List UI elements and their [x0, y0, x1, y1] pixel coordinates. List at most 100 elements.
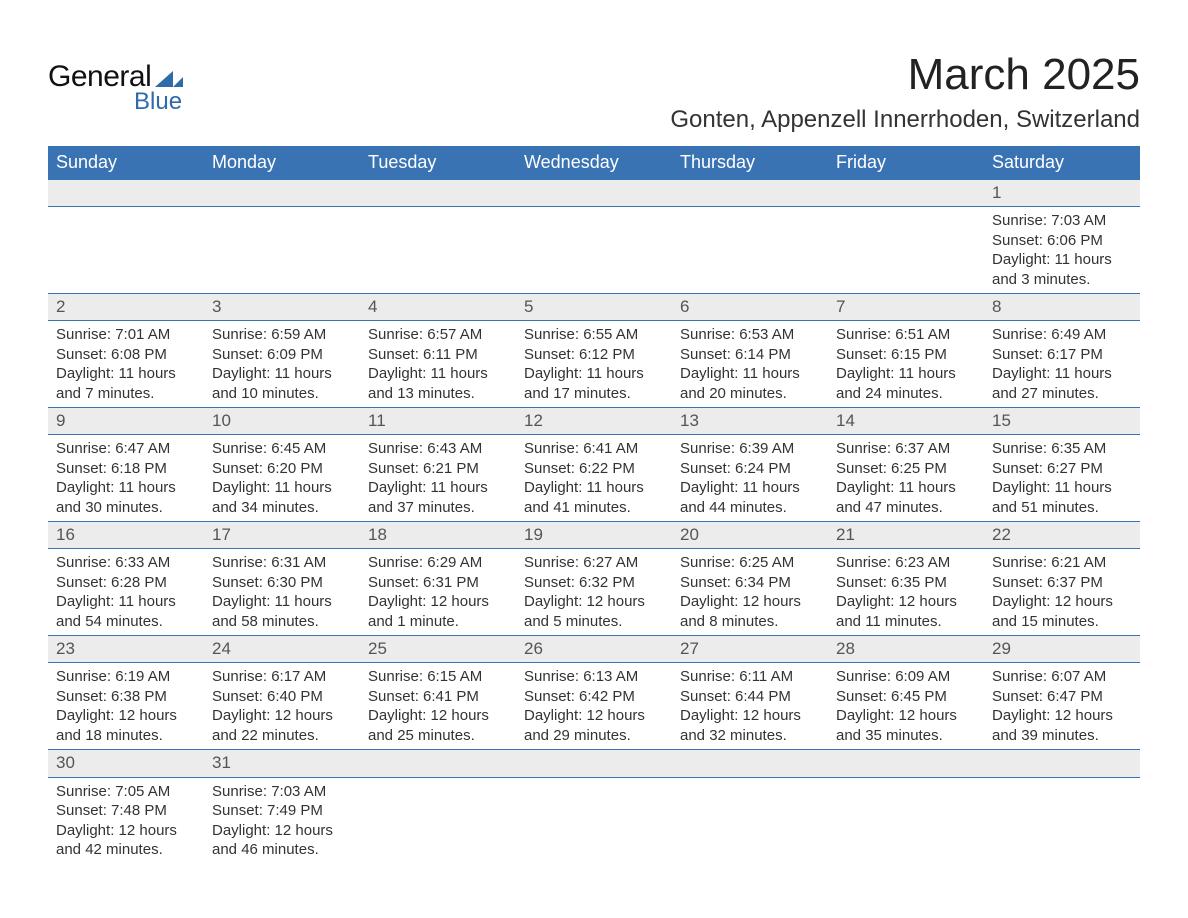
- day-number-row: 9101112131415: [48, 408, 1140, 435]
- day-number-cell: [360, 180, 516, 207]
- day-number-cell: 29: [984, 636, 1140, 663]
- d2-text: and 30 minutes.: [56, 498, 204, 518]
- sunrise-text: Sunrise: 6:19 AM: [56, 667, 204, 687]
- sunset-text: Sunset: 6:34 PM: [680, 573, 828, 593]
- day-content-cell: Sunrise: 7:03 AMSunset: 6:06 PMDaylight:…: [984, 207, 1140, 294]
- day-content-row: Sunrise: 7:03 AMSunset: 6:06 PMDaylight:…: [48, 207, 1140, 294]
- sunrise-text: Sunrise: 6:45 AM: [212, 439, 360, 459]
- d2-text: and 44 minutes.: [680, 498, 828, 518]
- d1-text: Daylight: 11 hours: [212, 364, 360, 384]
- d1-text: Daylight: 11 hours: [992, 250, 1140, 270]
- sunset-text: Sunset: 6:08 PM: [56, 345, 204, 365]
- weekday-header: Saturday: [984, 146, 1140, 180]
- sunset-text: Sunset: 6:22 PM: [524, 459, 672, 479]
- weekday-header: Sunday: [48, 146, 204, 180]
- d2-text: and 46 minutes.: [212, 840, 360, 860]
- sunset-text: Sunset: 6:31 PM: [368, 573, 516, 593]
- day-number-cell: 10: [204, 408, 360, 435]
- d2-text: and 39 minutes.: [992, 726, 1140, 746]
- day-content-cell: Sunrise: 6:23 AMSunset: 6:35 PMDaylight:…: [828, 549, 984, 636]
- d2-text: and 24 minutes.: [836, 384, 984, 404]
- sunset-text: Sunset: 6:41 PM: [368, 687, 516, 707]
- day-content-cell: [360, 207, 516, 294]
- day-number-cell: [828, 180, 984, 207]
- day-content-cell: Sunrise: 6:15 AMSunset: 6:41 PMDaylight:…: [360, 663, 516, 750]
- d1-text: Daylight: 12 hours: [680, 706, 828, 726]
- sunrise-text: Sunrise: 6:11 AM: [680, 667, 828, 687]
- d2-text: and 5 minutes.: [524, 612, 672, 632]
- weekday-header: Friday: [828, 146, 984, 180]
- day-number-cell: 27: [672, 636, 828, 663]
- weekday-header-row: Sunday Monday Tuesday Wednesday Thursday…: [48, 146, 1140, 180]
- day-number-cell: [360, 750, 516, 777]
- day-number-cell: 14: [828, 408, 984, 435]
- sunset-text: Sunset: 6:24 PM: [680, 459, 828, 479]
- day-number-cell: 22: [984, 522, 1140, 549]
- day-content-cell: Sunrise: 6:21 AMSunset: 6:37 PMDaylight:…: [984, 549, 1140, 636]
- location-subtitle: Gonten, Appenzell Innerrhoden, Switzerla…: [670, 106, 1140, 134]
- d2-text: and 17 minutes.: [524, 384, 672, 404]
- d2-text: and 54 minutes.: [56, 612, 204, 632]
- sunset-text: Sunset: 6:40 PM: [212, 687, 360, 707]
- sunrise-text: Sunrise: 6:59 AM: [212, 325, 360, 345]
- day-content-cell: Sunrise: 6:35 AMSunset: 6:27 PMDaylight:…: [984, 435, 1140, 522]
- sunset-text: Sunset: 6:47 PM: [992, 687, 1140, 707]
- day-content-cell: Sunrise: 6:13 AMSunset: 6:42 PMDaylight:…: [516, 663, 672, 750]
- sunset-text: Sunset: 6:09 PM: [212, 345, 360, 365]
- sunrise-text: Sunrise: 6:49 AM: [992, 325, 1140, 345]
- d2-text: and 7 minutes.: [56, 384, 204, 404]
- sunset-text: Sunset: 6:44 PM: [680, 687, 828, 707]
- sunset-text: Sunset: 6:32 PM: [524, 573, 672, 593]
- day-content-cell: [48, 207, 204, 294]
- d1-text: Daylight: 12 hours: [212, 706, 360, 726]
- sunset-text: Sunset: 6:45 PM: [836, 687, 984, 707]
- d1-text: Daylight: 11 hours: [368, 364, 516, 384]
- d1-text: Daylight: 11 hours: [524, 478, 672, 498]
- day-number-row: 16171819202122: [48, 522, 1140, 549]
- day-content-row: Sunrise: 7:01 AMSunset: 6:08 PMDaylight:…: [48, 321, 1140, 408]
- day-number-cell: 6: [672, 294, 828, 321]
- day-number-cell: 16: [48, 522, 204, 549]
- sunset-text: Sunset: 6:11 PM: [368, 345, 516, 365]
- day-content-row: Sunrise: 7:05 AMSunset: 7:48 PMDaylight:…: [48, 777, 1140, 864]
- day-content-cell: Sunrise: 6:51 AMSunset: 6:15 PMDaylight:…: [828, 321, 984, 408]
- d2-text: and 20 minutes.: [680, 384, 828, 404]
- d2-text: and 8 minutes.: [680, 612, 828, 632]
- d2-text: and 41 minutes.: [524, 498, 672, 518]
- day-number-cell: 5: [516, 294, 672, 321]
- day-number-cell: 26: [516, 636, 672, 663]
- d1-text: Daylight: 12 hours: [212, 821, 360, 841]
- day-content-cell: [204, 207, 360, 294]
- d2-text: and 10 minutes.: [212, 384, 360, 404]
- day-content-cell: [672, 777, 828, 864]
- sunrise-text: Sunrise: 6:51 AM: [836, 325, 984, 345]
- sunrise-text: Sunrise: 6:33 AM: [56, 553, 204, 573]
- d2-text: and 11 minutes.: [836, 612, 984, 632]
- d2-text: and 29 minutes.: [524, 726, 672, 746]
- sunrise-text: Sunrise: 6:23 AM: [836, 553, 984, 573]
- d2-text: and 22 minutes.: [212, 726, 360, 746]
- day-content-cell: Sunrise: 6:27 AMSunset: 6:32 PMDaylight:…: [516, 549, 672, 636]
- sunrise-text: Sunrise: 6:09 AM: [836, 667, 984, 687]
- day-number-cell: 7: [828, 294, 984, 321]
- sunrise-text: Sunrise: 6:43 AM: [368, 439, 516, 459]
- d1-text: Daylight: 11 hours: [56, 364, 204, 384]
- logo-text-blue: Blue: [134, 88, 183, 116]
- day-content-cell: Sunrise: 6:17 AMSunset: 6:40 PMDaylight:…: [204, 663, 360, 750]
- day-number-cell: 9: [48, 408, 204, 435]
- day-number-cell: [204, 180, 360, 207]
- day-content-cell: [516, 207, 672, 294]
- day-number-row: 3031: [48, 750, 1140, 777]
- d2-text: and 27 minutes.: [992, 384, 1140, 404]
- day-content-cell: Sunrise: 6:39 AMSunset: 6:24 PMDaylight:…: [672, 435, 828, 522]
- day-content-cell: Sunrise: 7:05 AMSunset: 7:48 PMDaylight:…: [48, 777, 204, 864]
- calendar-table: Sunday Monday Tuesday Wednesday Thursday…: [48, 146, 1140, 864]
- d1-text: Daylight: 12 hours: [56, 821, 204, 841]
- d2-text: and 58 minutes.: [212, 612, 360, 632]
- day-content-cell: Sunrise: 6:43 AMSunset: 6:21 PMDaylight:…: [360, 435, 516, 522]
- day-content-cell: Sunrise: 6:19 AMSunset: 6:38 PMDaylight:…: [48, 663, 204, 750]
- day-content-row: Sunrise: 6:19 AMSunset: 6:38 PMDaylight:…: [48, 663, 1140, 750]
- day-content-cell: Sunrise: 6:11 AMSunset: 6:44 PMDaylight:…: [672, 663, 828, 750]
- day-number-cell: 24: [204, 636, 360, 663]
- weekday-header: Wednesday: [516, 146, 672, 180]
